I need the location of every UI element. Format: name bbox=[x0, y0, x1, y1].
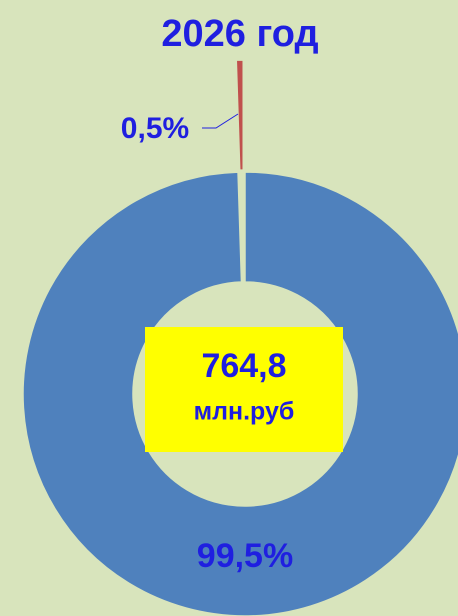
donut bbox=[22, 59, 458, 616]
center-unit: млн.руб bbox=[194, 398, 295, 426]
value-label: 99,5% bbox=[197, 537, 293, 575]
slice bbox=[22, 171, 458, 616]
value-label: 0,5% bbox=[121, 112, 189, 145]
slice bbox=[235, 59, 244, 171]
leader-line bbox=[202, 113, 239, 129]
center-box bbox=[145, 327, 343, 452]
center-value: 764,8 bbox=[201, 347, 286, 385]
chart-title: 2026 год bbox=[161, 13, 318, 55]
